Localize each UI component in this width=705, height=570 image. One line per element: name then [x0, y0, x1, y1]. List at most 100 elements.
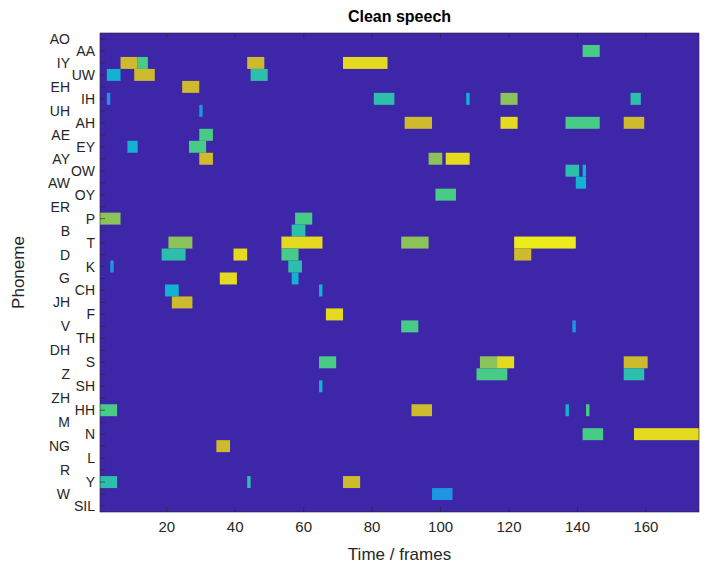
- heat-cell: [572, 320, 575, 332]
- y-tick: [100, 374, 105, 375]
- x-tick: [577, 33, 578, 38]
- x-tick: [509, 33, 510, 38]
- heat-cell: [216, 440, 230, 452]
- y-tick-label: G: [59, 270, 70, 286]
- y-tick: [100, 338, 105, 339]
- y-axis-title: Phoneme: [9, 236, 28, 309]
- heat-cell: [446, 153, 470, 165]
- y-tick: [100, 434, 105, 435]
- heat-cell: [432, 488, 453, 500]
- y-tick-label: TH: [76, 330, 95, 346]
- heat-cell: [292, 225, 306, 237]
- y-tick-label: HH: [75, 402, 95, 418]
- heat-cell: [566, 404, 569, 416]
- y-tick: [100, 446, 105, 447]
- y-tick-label: ZH: [51, 390, 70, 406]
- y-tick-label: EH: [51, 79, 70, 95]
- y-tick-label: SIL: [74, 498, 95, 514]
- y-tick: [100, 290, 105, 291]
- y-tick-label: R: [60, 462, 70, 478]
- heat-cell: [429, 153, 443, 165]
- y-tick: [100, 86, 105, 87]
- heat-cell: [374, 93, 395, 105]
- y-tick: [100, 218, 105, 219]
- heat-cell: [566, 165, 580, 177]
- x-tick: [303, 507, 304, 512]
- y-tick-label: JH: [53, 294, 70, 310]
- y-tick: [100, 386, 105, 387]
- heat-cell: [401, 320, 418, 332]
- heat-cell: [497, 356, 514, 368]
- heat-cell: [110, 261, 113, 273]
- y-tick: [100, 326, 105, 327]
- heat-cell: [172, 296, 193, 308]
- heat-cell: [292, 273, 299, 285]
- y-tick: [100, 170, 105, 171]
- heat-cell: [514, 237, 576, 249]
- y-tick-label: L: [87, 450, 95, 466]
- y-tick: [100, 302, 105, 303]
- y-tick: [100, 506, 105, 507]
- heat-cell: [326, 308, 343, 320]
- x-tick: [645, 33, 646, 38]
- y-tick-label: Z: [61, 366, 70, 382]
- x-tick-label: 40: [227, 518, 244, 535]
- y-tick: [100, 242, 105, 243]
- y-tick: [100, 50, 105, 51]
- heat-cell: [100, 476, 117, 488]
- heat-cell: [477, 368, 508, 380]
- heat-cell: [500, 117, 517, 129]
- heat-cell: [162, 249, 186, 261]
- y-tick-label: OW: [71, 163, 96, 179]
- x-tick-label: 120: [497, 518, 522, 535]
- y-tick: [100, 422, 105, 423]
- heat-cell: [182, 81, 199, 93]
- x-tick: [235, 33, 236, 38]
- y-tick: [100, 158, 105, 159]
- title: Clean speech: [348, 8, 451, 25]
- y-tick: [100, 134, 105, 135]
- y-tick: [100, 62, 105, 63]
- heat-cell: [586, 404, 589, 416]
- heat-cell: [189, 141, 206, 153]
- heat-cell: [121, 57, 138, 69]
- heat-cell: [319, 284, 322, 296]
- x-tick-label: 80: [364, 518, 381, 535]
- y-tick-label: IY: [57, 55, 71, 71]
- heat-cell: [199, 153, 213, 165]
- x-tick-label: 60: [295, 518, 312, 535]
- y-tick: [100, 266, 105, 267]
- x-tick: [372, 33, 373, 38]
- heat-cell: [343, 476, 360, 488]
- y-tick-label: F: [86, 306, 95, 322]
- plot-frame: [100, 33, 699, 512]
- y-tick-label: UW: [72, 67, 96, 83]
- y-tick: [100, 458, 105, 459]
- y-tick-label: NG: [49, 438, 70, 454]
- y-tick-label: UH: [50, 103, 70, 119]
- heat-cell: [199, 129, 213, 141]
- heat-cell: [251, 69, 268, 81]
- x-tick: [372, 507, 373, 512]
- x-tick: [645, 507, 646, 512]
- y-tick-label: DH: [50, 342, 70, 358]
- y-tick: [100, 314, 105, 315]
- y-tick: [100, 206, 105, 207]
- x-tick: [440, 33, 441, 38]
- heat-cell: [500, 93, 517, 105]
- y-tick: [100, 38, 105, 39]
- heat-cell: [405, 117, 432, 129]
- heat-cell: [401, 237, 428, 249]
- x-tick: [166, 507, 167, 512]
- heat-cell: [233, 249, 247, 261]
- heat-cell: [165, 284, 179, 296]
- y-tick-label: AW: [48, 175, 71, 191]
- heat-cell: [566, 117, 600, 129]
- y-tick-label: AY: [52, 151, 70, 167]
- y-tick-label: W: [57, 486, 71, 502]
- x-tick: [509, 507, 510, 512]
- y-tick: [100, 122, 105, 123]
- heat-cell: [319, 356, 336, 368]
- x-tick: [440, 507, 441, 512]
- heat-cell: [576, 177, 586, 189]
